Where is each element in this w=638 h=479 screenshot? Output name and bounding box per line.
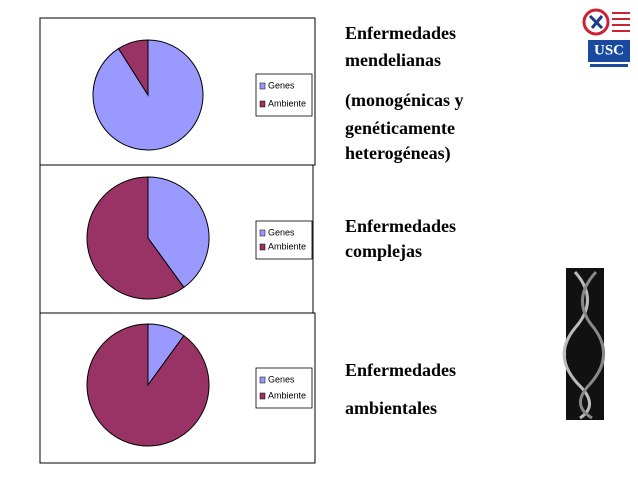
legend-label: Ambiente <box>268 98 306 108</box>
logo-line <box>590 64 628 67</box>
pie-slice <box>86 323 210 447</box>
legend-label: Ambiente <box>268 241 306 251</box>
logo-mark <box>588 14 604 30</box>
slide-text: (monogénicas y <box>345 90 464 111</box>
slide-text: Enfermedades <box>345 360 456 380</box>
pie-slice <box>147 176 210 289</box>
pie-slice <box>117 39 149 97</box>
legend-swatch <box>259 229 266 237</box>
logo: USC <box>582 8 630 67</box>
dna-strand <box>579 270 606 420</box>
dna-image <box>562 268 606 420</box>
legend-box <box>255 73 313 117</box>
slide-text: Enfermedades <box>345 23 456 43</box>
legend-label: Genes <box>268 80 295 90</box>
logo-mark <box>582 8 610 36</box>
legend-label: Ambiente <box>268 390 306 400</box>
slide-text: complejas <box>345 241 422 261</box>
dna-strand <box>562 271 591 420</box>
legend-label: Genes <box>268 374 295 384</box>
legend-swatch <box>259 100 266 108</box>
slide-text: Enfermedades <box>345 216 456 236</box>
logo-box <box>588 40 630 62</box>
logo-line <box>612 18 630 20</box>
slide-text: ambientales <box>345 398 437 418</box>
slide-text: heterogéneas) <box>345 143 451 164</box>
legend-swatch <box>259 392 266 400</box>
legend-box <box>255 367 313 409</box>
chart-frame <box>39 312 316 464</box>
legend-swatch <box>259 376 266 384</box>
slide-text: genéticamente <box>345 118 455 138</box>
legend-label: Genes <box>268 227 295 237</box>
slide-text: mendelianas <box>345 50 441 70</box>
legend-box <box>255 220 313 260</box>
pie-slice <box>86 176 185 300</box>
logo-line <box>612 30 630 32</box>
legend-swatch <box>259 243 266 251</box>
legend-swatch <box>259 82 266 90</box>
logo-text: USC <box>594 42 624 58</box>
logo-line <box>612 12 630 14</box>
logo-line <box>612 24 630 26</box>
